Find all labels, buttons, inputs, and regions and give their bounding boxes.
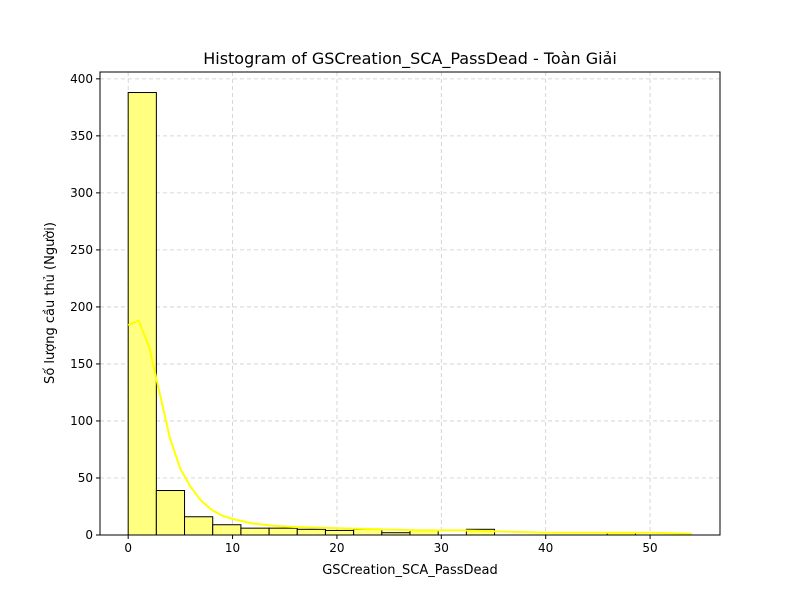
y-axis-label: Số lượng cầu thủ (Người) [43, 222, 58, 384]
histogram-bar [268, 527, 298, 536]
x-tick-label: 50 [642, 541, 657, 555]
x-axis-label: GSCreation_SCA_PassDead [322, 563, 498, 578]
x-tick-label: 40 [538, 541, 553, 555]
y-tick-label: 400 [70, 72, 93, 86]
histogram-bar [296, 528, 326, 536]
kde-line [127, 319, 692, 535]
histogram-bar [184, 516, 214, 536]
y-tick-label: 50 [78, 471, 93, 485]
histogram-bar [240, 527, 270, 536]
x-tick-label: 30 [434, 541, 449, 555]
ticks-layer: 0 10 20 30 40 50 0 50 100 150 200 250 300 350 400 [70, 72, 658, 555]
x-tick-label: 20 [329, 541, 344, 555]
plot-frame [99, 71, 721, 536]
x-tick-label: 0 [124, 541, 132, 555]
kde-layer [127, 319, 692, 535]
histogram-bar [324, 529, 355, 536]
y-tick-label: 100 [70, 414, 93, 428]
histogram-bar [212, 524, 242, 536]
bars-layer [127, 92, 636, 536]
y-tick-label: 0 [85, 528, 93, 542]
x-tick-label: 10 [225, 541, 240, 555]
histogram-bar [155, 490, 186, 536]
histogram-bar [127, 92, 157, 536]
y-tick-label: 250 [70, 243, 93, 257]
chart-title: Histogram of GSCreation_SCA_PassDead - T… [203, 49, 617, 69]
y-tick-label: 300 [70, 186, 93, 200]
y-tick-label: 150 [70, 357, 93, 371]
y-tick-label: 350 [70, 129, 93, 143]
y-tick-label: 200 [70, 300, 93, 314]
